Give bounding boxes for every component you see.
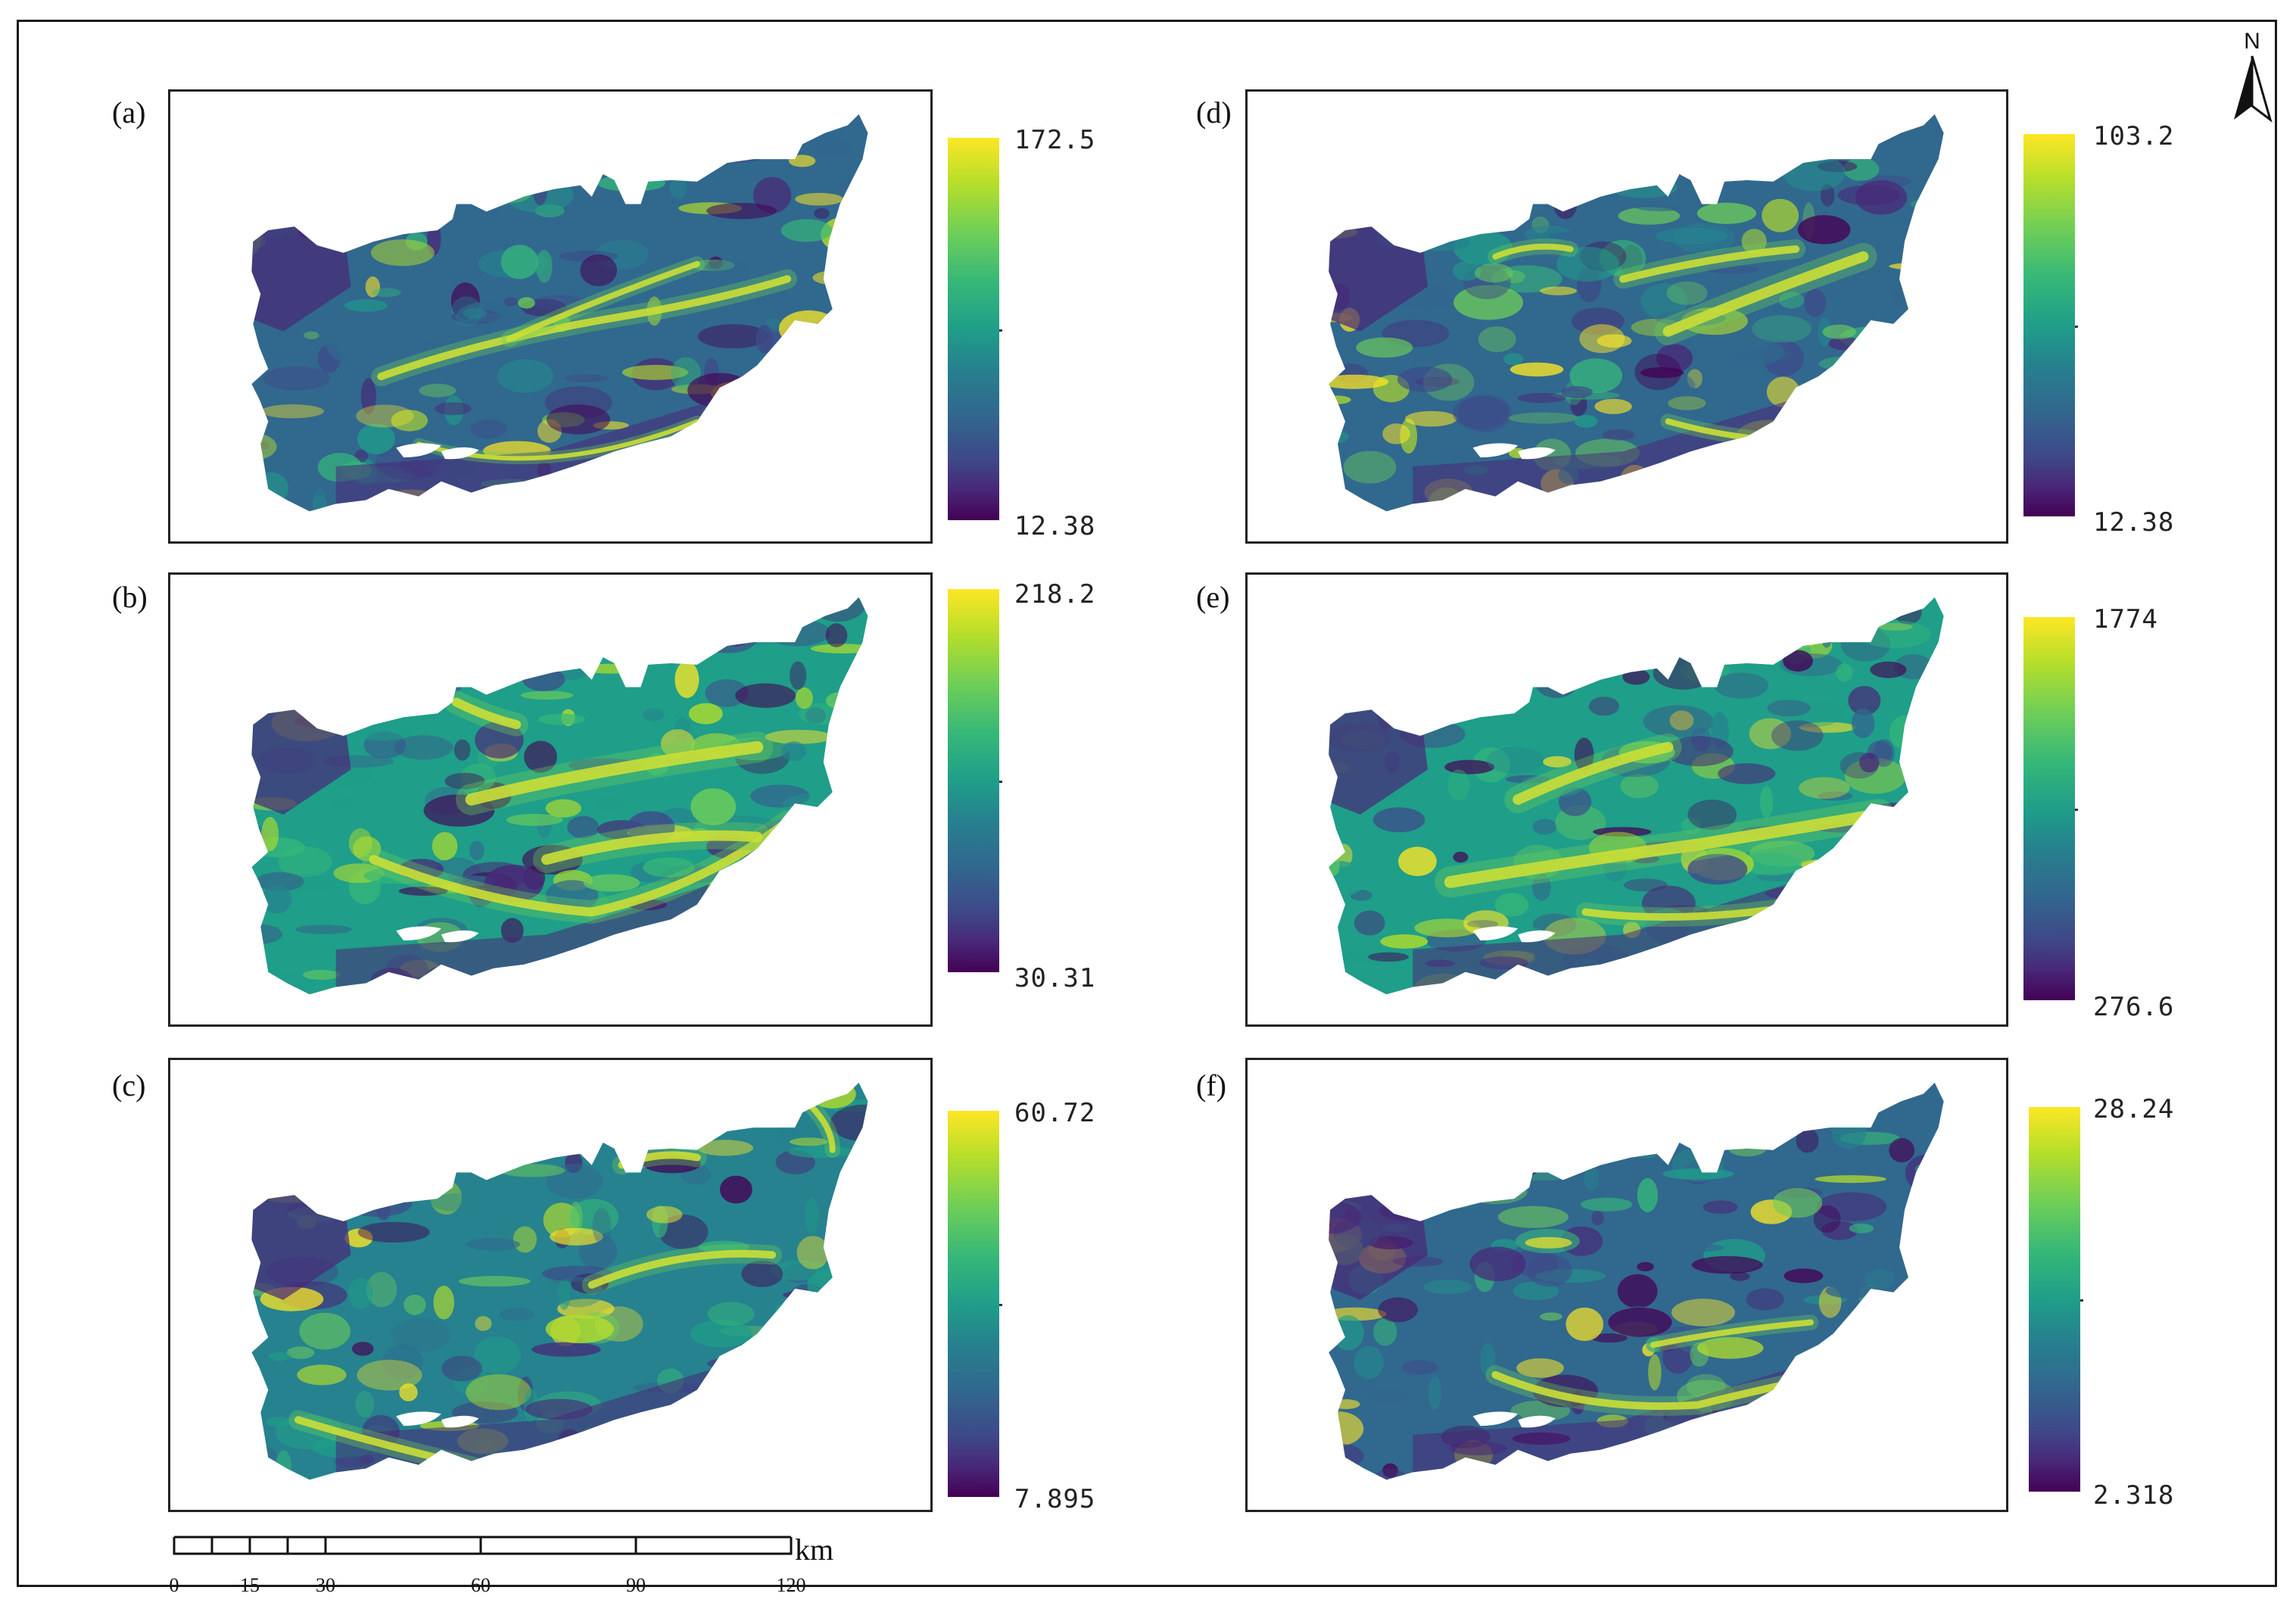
scale-tick-label: 0 xyxy=(170,1574,179,1596)
raster-map xyxy=(251,114,868,512)
colorbar-max-label: 60.72 xyxy=(1014,1098,1096,1128)
colorbar-min-label: 12.38 xyxy=(2093,507,2175,538)
panel-label-f: (f) xyxy=(1196,1068,1226,1102)
raster-map xyxy=(251,1082,868,1480)
north-arrow: N xyxy=(2229,27,2275,126)
colorbar-tick xyxy=(999,329,1002,332)
scale-tick-label: 15 xyxy=(240,1574,260,1596)
scale-tick-label: 90 xyxy=(626,1574,646,1596)
raster-map xyxy=(1329,1082,1944,1480)
map-panel-e xyxy=(1245,572,2008,1027)
colorbar-d xyxy=(2023,134,2075,516)
colorbar-min-label: 7.895 xyxy=(1014,1484,1096,1514)
colorbar-tick xyxy=(999,1304,1002,1306)
colorbar-max-label: 172.5 xyxy=(1014,125,1096,155)
colorbar-max-label: 28.24 xyxy=(2093,1094,2175,1124)
scale-bar: km 0 15 30 60 90 120 xyxy=(167,1531,848,1599)
north-label: N xyxy=(2244,29,2260,54)
scale-unit: km xyxy=(795,1533,833,1567)
panel-label-d: (d) xyxy=(1196,95,1232,129)
colorbar-tick xyxy=(2075,325,2078,328)
colorbar-tick xyxy=(2075,809,2078,811)
map-panel-f xyxy=(1245,1058,2008,1512)
colorbar-tick xyxy=(2080,1299,2083,1302)
map-panel-c xyxy=(168,1058,933,1512)
colorbar-min-label: 30.31 xyxy=(1014,963,1096,993)
colorbar-b xyxy=(948,589,999,972)
north-arrow-icon: N xyxy=(2234,29,2273,123)
raster-map xyxy=(1329,114,1944,512)
figure-frame xyxy=(17,20,2277,1587)
scale-tick-label: 30 xyxy=(316,1574,335,1596)
colorbar-tick xyxy=(999,781,1002,783)
map-panel-b xyxy=(168,572,933,1027)
panel-label-b: (b) xyxy=(112,580,148,614)
scale-tick-label: 120 xyxy=(777,1574,806,1596)
map-panel-a xyxy=(168,89,933,544)
colorbar-a xyxy=(948,138,999,520)
colorbar-min-label: 2.318 xyxy=(2093,1480,2175,1511)
panel-label-c: (c) xyxy=(112,1068,146,1102)
colorbar-f xyxy=(2029,1107,2080,1492)
colorbar-max-label: 103.2 xyxy=(2093,121,2175,151)
raster-map xyxy=(1329,597,1944,995)
map-panel-d xyxy=(1245,89,2008,544)
colorbar-e xyxy=(2023,617,2075,1000)
panel-label-e: (e) xyxy=(1196,580,1230,614)
scale-tick-label: 60 xyxy=(471,1574,491,1596)
panel-label-a: (a) xyxy=(112,95,146,129)
colorbar-min-label: 12.38 xyxy=(1014,511,1096,541)
colorbar-max-label: 1774 xyxy=(2093,604,2158,635)
raster-map xyxy=(251,597,868,995)
colorbar-c xyxy=(948,1111,999,1497)
colorbar-max-label: 218.2 xyxy=(1014,579,1096,610)
colorbar-min-label: 276.6 xyxy=(2093,992,2175,1022)
